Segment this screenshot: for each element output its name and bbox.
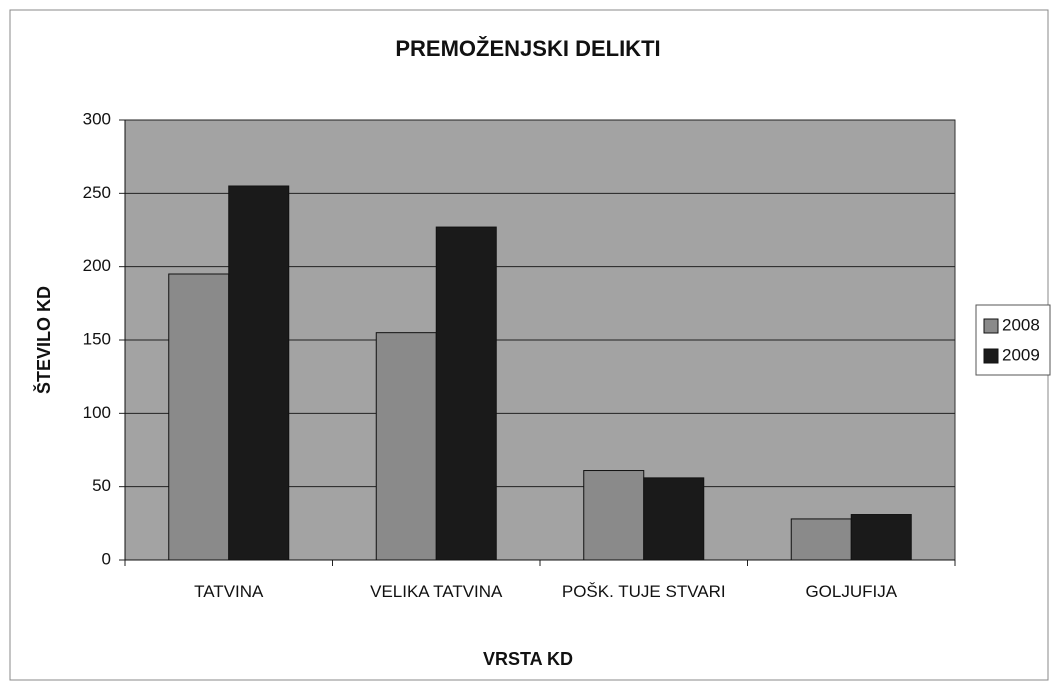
y-axis-title: ŠTEVILO KD bbox=[33, 286, 54, 394]
x-tick-label: TATVINA bbox=[194, 582, 264, 601]
bar bbox=[643, 477, 705, 561]
y-tick-label: 250 bbox=[83, 183, 111, 202]
legend-swatch bbox=[983, 318, 999, 334]
y-tick-label: 150 bbox=[83, 329, 111, 348]
bar bbox=[168, 273, 230, 561]
bar bbox=[228, 185, 290, 561]
x-tick-label: VELIKA TATVINA bbox=[370, 582, 503, 601]
bar bbox=[375, 332, 437, 561]
bar bbox=[583, 470, 645, 561]
bar bbox=[790, 518, 852, 561]
bar bbox=[850, 514, 912, 561]
x-axis-title: VRSTA KD bbox=[483, 649, 573, 669]
legend-label: 2009 bbox=[1002, 345, 1040, 364]
x-tick-label: POŠK. TUJE STVARI bbox=[561, 582, 726, 601]
y-tick-label: 0 bbox=[102, 549, 111, 568]
y-tick-label: 200 bbox=[83, 256, 111, 275]
legend-label: 2008 bbox=[1002, 315, 1040, 334]
y-tick-label: 100 bbox=[83, 403, 111, 422]
chart-title: PREMOŽENJSKI DELIKTI bbox=[395, 36, 660, 61]
y-tick-label: 300 bbox=[83, 109, 111, 128]
x-tick-label: GOLJUFIJA bbox=[805, 582, 898, 601]
legend-swatch bbox=[983, 348, 999, 364]
bar bbox=[435, 226, 497, 561]
y-tick-label: 50 bbox=[92, 476, 111, 495]
